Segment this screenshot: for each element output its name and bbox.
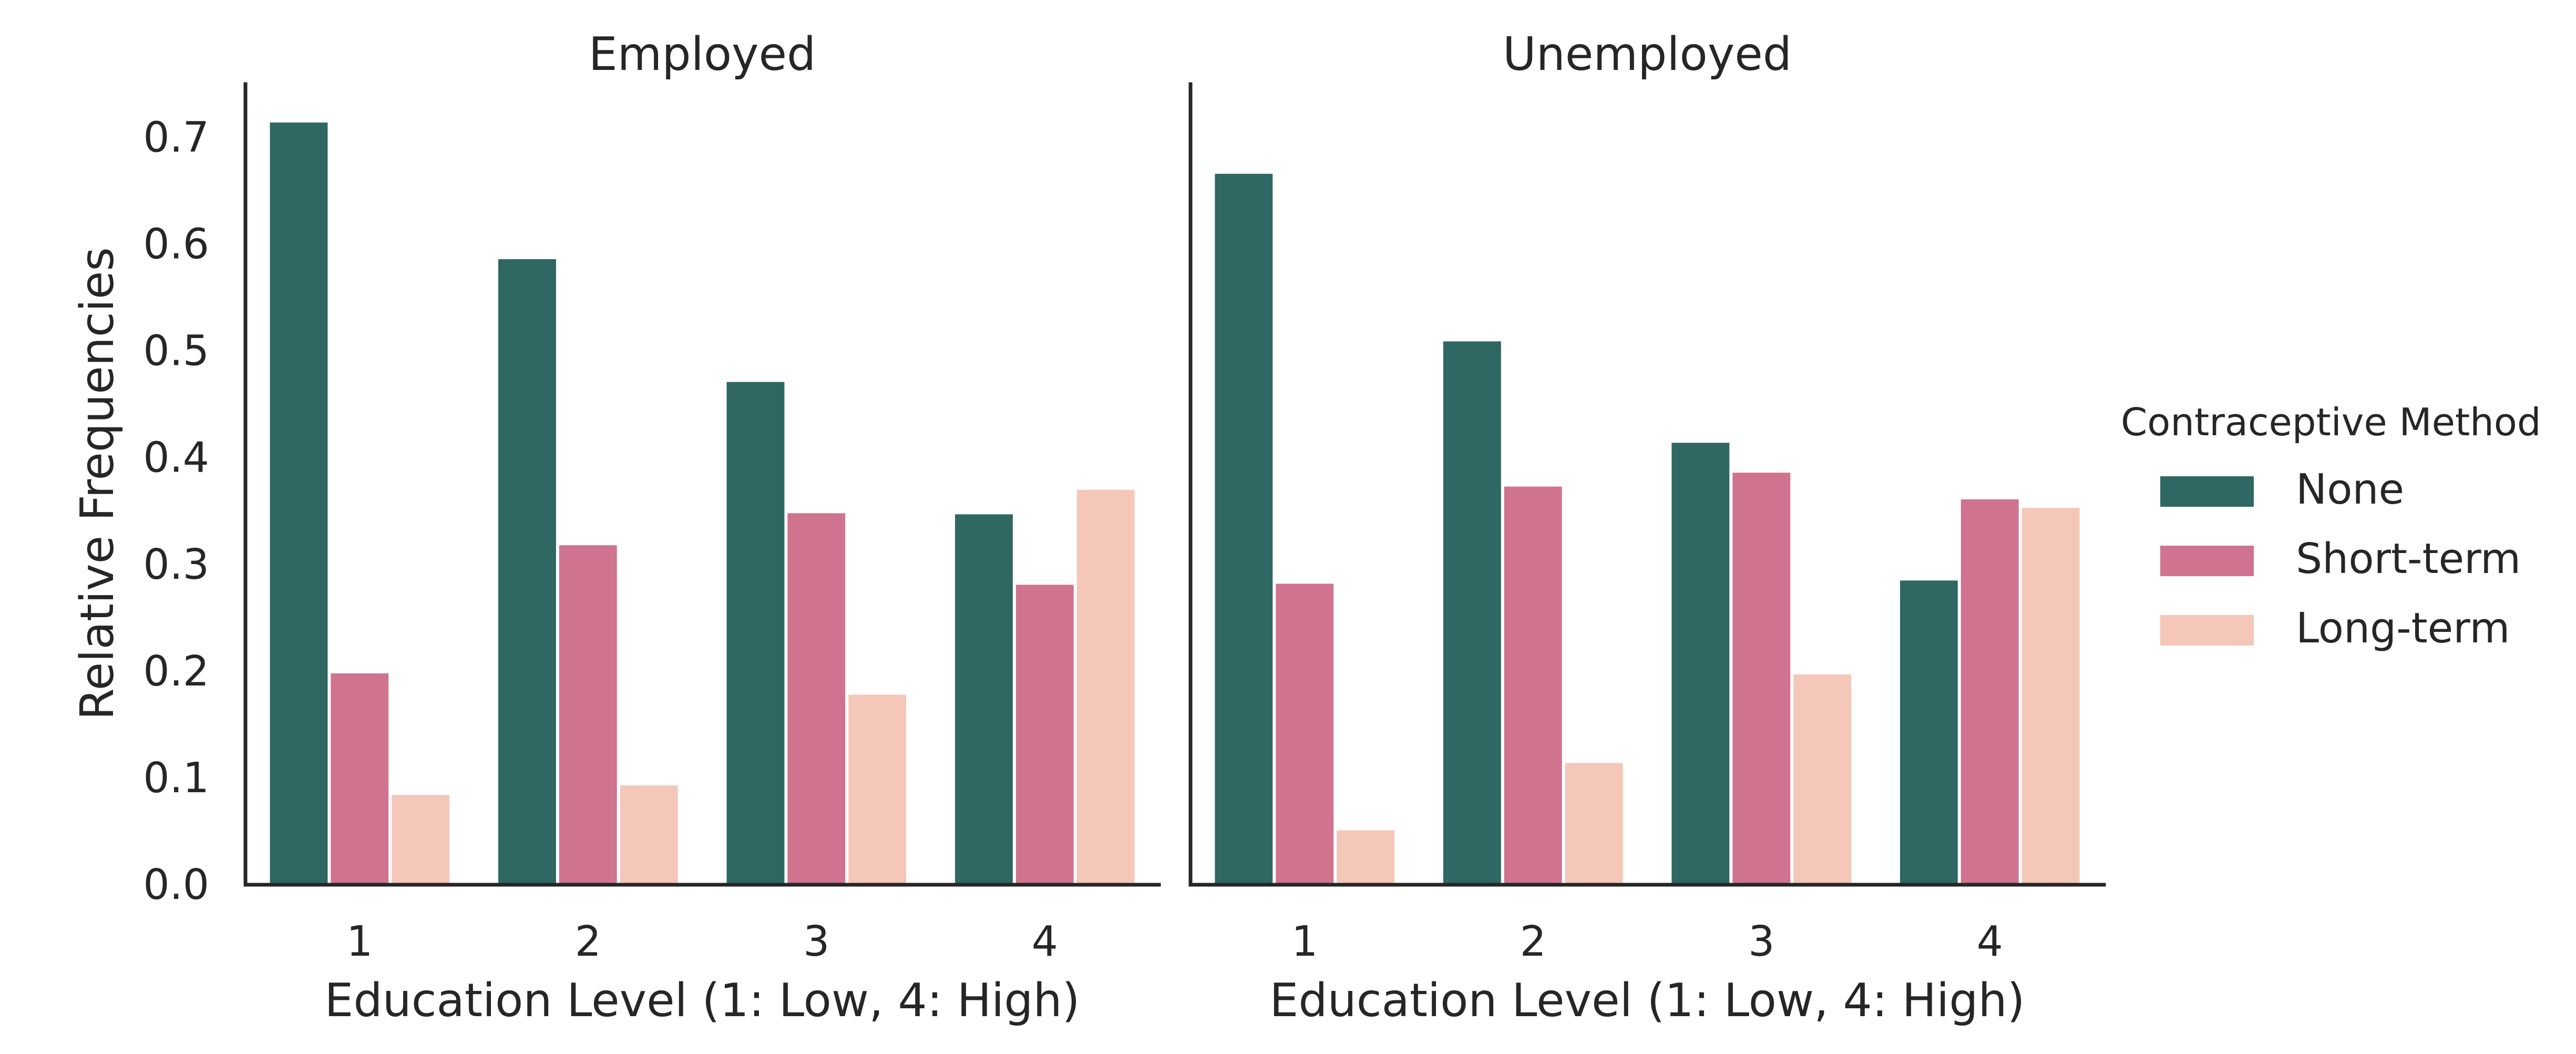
legend-label: Long-term <box>2296 604 2510 652</box>
facet-employed: 1 2 3 4 Education Level (1: Low, 4: High) Emp… <box>143 27 1161 1027</box>
legend-label: None <box>2296 465 2404 514</box>
legend: Contraceptive Method None Short-term Long-… <box>2121 400 2541 652</box>
bar-short-term-4 <box>1961 499 2019 885</box>
bar-short-term-2 <box>559 545 617 885</box>
y-tick-label: 0.5 <box>143 327 209 375</box>
legend-title: Contraceptive Method <box>2121 400 2541 444</box>
x-tick-label: 3 <box>803 917 829 966</box>
bar-long-term-1 <box>392 795 450 885</box>
bar-short-term-3 <box>787 513 846 885</box>
x-tick-label: 4 <box>1032 917 1058 966</box>
bar-long-term-3 <box>1793 674 1852 885</box>
bar-long-term-2 <box>1565 763 1623 885</box>
bar-short-term-1 <box>331 673 389 885</box>
legend-swatch <box>2160 546 2254 576</box>
x-tick-label: 3 <box>1748 917 1774 966</box>
legend-items: None Short-term Long-term <box>2160 465 2521 652</box>
y-tick-label: 0.6 <box>143 220 209 269</box>
x-axis-label: Education Level (1: Low, 4: High) <box>324 974 1080 1027</box>
bar-long-term-1 <box>1337 830 1395 885</box>
bar-short-term-2 <box>1504 486 1562 885</box>
bar-none-2 <box>498 259 556 885</box>
legend-swatch <box>2160 615 2254 646</box>
y-tick-label: 0.3 <box>143 540 209 589</box>
facet-title: Unemployed <box>1503 27 1792 81</box>
y-tick-label: 0.2 <box>143 647 209 695</box>
x-tick-label: 4 <box>1977 917 2003 966</box>
y-tick-label: 0.7 <box>143 114 209 162</box>
legend-item-short-term: Short-term <box>2160 535 2521 583</box>
bar-long-term-3 <box>848 694 907 885</box>
y-tick-label: 0.1 <box>143 754 209 802</box>
x-tick-label: 2 <box>575 917 601 966</box>
y-tick-label: 0.4 <box>143 434 209 482</box>
facets: 1 2 3 4 Education Level (1: Low, 4: High) Emp… <box>143 27 2106 1027</box>
x-axis-label: Education Level (1: Low, 4: High) <box>1269 974 2025 1027</box>
bar-short-term-4 <box>1015 585 1074 885</box>
bar-none-4 <box>1900 580 1958 885</box>
bar-long-term-2 <box>620 785 678 885</box>
y-axis-label: Relative Frequencies <box>70 247 124 720</box>
bar-none-3 <box>1671 443 1730 885</box>
bar-long-term-4 <box>2021 508 2080 885</box>
facet-unemployed: 1 2 3 4 Education Level (1: Low, 4: High) Une… <box>1188 27 2106 1027</box>
bar-long-term-4 <box>1076 489 1135 885</box>
x-tick-label: 1 <box>1291 917 1318 966</box>
bar-short-term-3 <box>1732 473 1791 885</box>
facet-title: Employed <box>589 27 816 81</box>
x-tick-label: 1 <box>346 917 373 966</box>
bar-none-4 <box>955 514 1013 885</box>
legend-item-long-term: Long-term <box>2160 604 2510 652</box>
bar-none-1 <box>1215 173 1273 885</box>
bar-none-2 <box>1443 341 1501 885</box>
legend-swatch <box>2160 476 2254 507</box>
legend-label: Short-term <box>2296 535 2521 583</box>
y-tick-label: 0.0 <box>143 861 209 909</box>
bar-none-1 <box>270 122 328 885</box>
x-tick-label: 2 <box>1520 917 1546 966</box>
bar-none-3 <box>726 382 785 885</box>
bar-short-term-1 <box>1276 584 1334 885</box>
legend-item-none: None <box>2160 465 2404 514</box>
